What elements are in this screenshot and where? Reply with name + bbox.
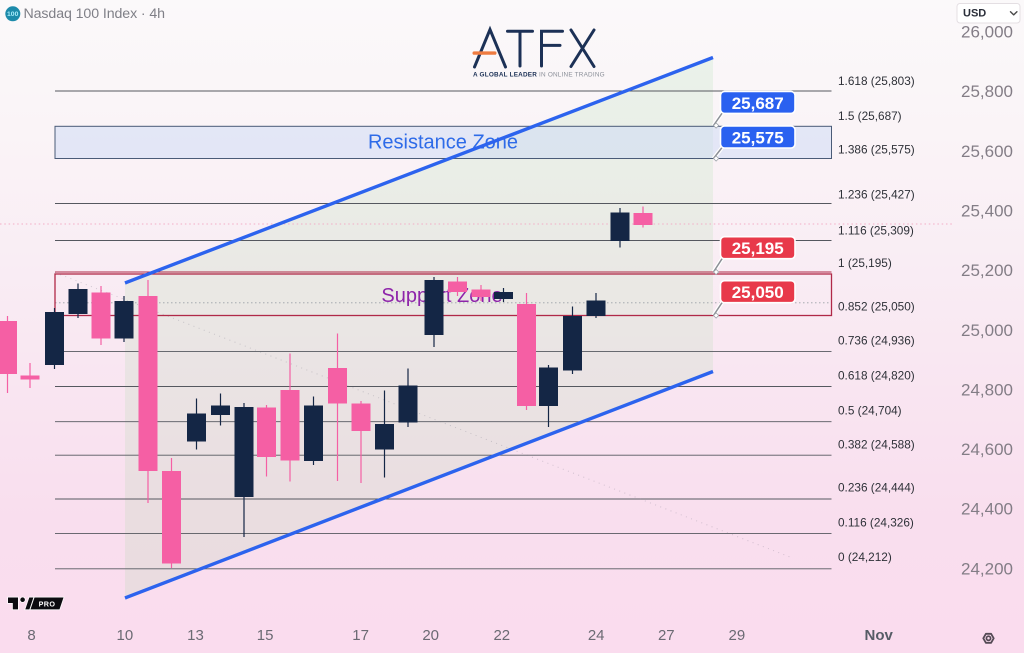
svg-text:15: 15 [257, 627, 274, 644]
svg-text:1.5 (25,687): 1.5 (25,687) [838, 109, 902, 123]
svg-text:0.116 (24,326): 0.116 (24,326) [838, 515, 914, 529]
svg-text:PRO: PRO [39, 599, 56, 608]
svg-text:0.618 (24,820): 0.618 (24,820) [838, 369, 915, 383]
svg-text:25,575: 25,575 [732, 129, 784, 148]
svg-text:0.736 (24,936): 0.736 (24,936) [838, 334, 915, 348]
svg-text:8: 8 [27, 627, 35, 644]
svg-text:A GLOBAL LEADER IN ONLINE TRAD: A GLOBAL LEADER IN ONLINE TRADING [473, 71, 605, 78]
svg-text:0.236 (24,444): 0.236 (24,444) [838, 481, 915, 495]
svg-text:24,400: 24,400 [961, 500, 1013, 519]
svg-text:20: 20 [422, 627, 439, 644]
svg-text:24,200: 24,200 [961, 559, 1013, 578]
svg-text:17: 17 [352, 627, 369, 644]
svg-text:0.852 (25,050): 0.852 (25,050) [838, 300, 915, 314]
svg-text:25,800: 25,800 [961, 82, 1013, 101]
svg-text:Nasdaq 100 Index · 4h: Nasdaq 100 Index · 4h [24, 6, 165, 22]
svg-text:27: 27 [658, 627, 675, 644]
svg-text:10: 10 [117, 627, 134, 644]
svg-text:100: 100 [7, 11, 19, 18]
svg-text:25,200: 25,200 [961, 261, 1013, 280]
svg-text:26,000: 26,000 [961, 23, 1013, 42]
svg-text:USD: USD [963, 8, 986, 20]
svg-text:25,600: 25,600 [961, 142, 1013, 161]
svg-text:13: 13 [187, 627, 204, 644]
svg-text:25,400: 25,400 [961, 202, 1013, 221]
svg-text:25,687: 25,687 [732, 94, 784, 113]
svg-text:24,800: 24,800 [961, 380, 1013, 399]
svg-text:22: 22 [493, 627, 510, 644]
svg-text:24: 24 [588, 627, 605, 644]
svg-text:0.382 (24,588): 0.382 (24,588) [838, 437, 915, 451]
svg-text:1.236 (25,427): 1.236 (25,427) [838, 187, 915, 201]
svg-text:1.618 (25,803): 1.618 (25,803) [838, 74, 915, 88]
svg-text:25,000: 25,000 [961, 321, 1013, 340]
svg-text:1.386 (25,575): 1.386 (25,575) [838, 143, 915, 157]
svg-text:Nov: Nov [865, 627, 894, 644]
svg-text:0 (24,212): 0 (24,212) [838, 550, 892, 564]
svg-text:25,195: 25,195 [732, 239, 784, 258]
svg-text:0.5 (24,704): 0.5 (24,704) [838, 403, 902, 417]
svg-text:25,050: 25,050 [732, 283, 784, 302]
svg-text:29: 29 [729, 627, 746, 644]
svg-text:1 (25,195): 1 (25,195) [838, 256, 892, 270]
svg-text:24,600: 24,600 [961, 440, 1013, 459]
svg-text:1.116 (25,309): 1.116 (25,309) [838, 224, 914, 238]
